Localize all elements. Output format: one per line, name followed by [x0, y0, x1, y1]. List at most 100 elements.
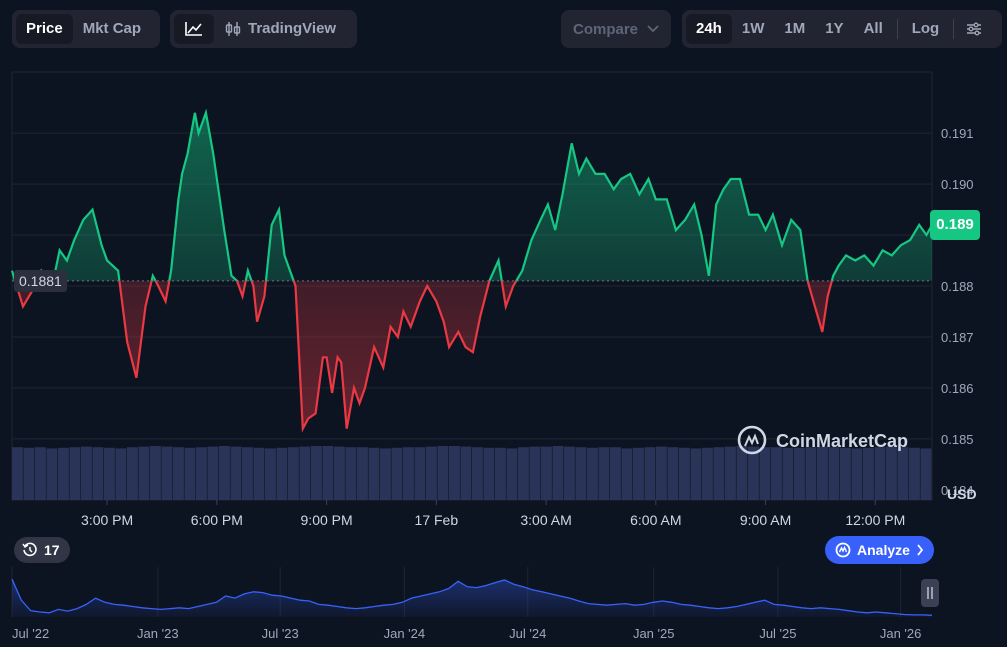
volume-bar [587, 447, 598, 500]
volume-bar [690, 448, 702, 500]
coinmarketcap-logo-icon [737, 425, 767, 455]
volume-bar [759, 447, 771, 500]
tradingview-label: TradingView [248, 20, 337, 37]
range-1m[interactable]: 1M [784, 20, 806, 37]
compare-dropdown[interactable]: Compare [561, 10, 671, 48]
x-tick-label: 3:00 PM [81, 512, 133, 528]
nav-area-fill [12, 579, 932, 617]
range-1y[interactable]: 1Y [825, 20, 844, 37]
volume-bar [414, 447, 426, 500]
volume-bar [564, 446, 575, 500]
y-tick-label: 0.191 [941, 126, 974, 141]
volume-bar [230, 446, 242, 500]
area-fill-up [12, 112, 932, 281]
compare-label: Compare [573, 20, 639, 38]
reference-price-badge: 0.1881 [14, 269, 67, 292]
volume-bar [575, 447, 587, 500]
range-24h[interactable]: 24h [686, 14, 732, 44]
y-tick-label: 0.185 [941, 432, 974, 447]
line-chart-icon [185, 22, 202, 36]
volume-bar [610, 447, 621, 500]
range-1w[interactable]: 1W [741, 20, 765, 37]
history-icon [22, 542, 37, 557]
volume-bar [771, 447, 782, 500]
volume-bar [334, 446, 345, 500]
price-area [10, 108, 933, 433]
volume-bar [58, 447, 69, 500]
price-chart[interactable]: 0.191 0.190 0.189 0.188 0.187 0.186 0.185 0.184… [0, 0, 1007, 530]
settings-button[interactable] [958, 14, 990, 44]
volume-bar [357, 447, 368, 500]
volume-bar [506, 448, 518, 500]
volume-bar [265, 448, 276, 500]
volume-bar [92, 447, 104, 500]
volume-bar [12, 447, 23, 500]
analyze-label: Analyze [857, 542, 910, 558]
divider [896, 19, 898, 39]
overview-navigator[interactable]: Jul '22 Jan '23 Jul '23 Jan '24 Jul '24 Jan '… [0, 567, 1007, 647]
range-all[interactable]: All [863, 20, 883, 37]
volume-bar [725, 446, 736, 500]
volume-bar [276, 447, 288, 500]
volume-bar [644, 447, 656, 500]
volume-bar [679, 447, 690, 500]
volume-bar [529, 446, 541, 500]
currency-label: USD [947, 486, 977, 502]
volume-bar [667, 447, 679, 500]
line-chart-button[interactable] [174, 14, 214, 44]
analyze-button[interactable]: Analyze [825, 536, 934, 564]
logo-wave [744, 433, 759, 447]
range-handle[interactable] [921, 579, 939, 607]
nav-x-tick-label: Jan '23 [137, 626, 179, 641]
volume-bar [207, 446, 219, 500]
volume-bar [805, 447, 817, 500]
watermark-text: CoinMarketCap [776, 431, 908, 451]
volume-bar [541, 446, 552, 500]
volume-bar [495, 447, 506, 500]
volume-bar [253, 447, 265, 500]
nav-x-tick-label: Jan '24 [384, 626, 426, 641]
volume-bar [138, 446, 150, 500]
volume-bar [702, 447, 713, 500]
navigator-area [11, 578, 933, 617]
volume-bar [552, 446, 564, 500]
y-tick-label: 0.190 [941, 177, 974, 192]
tradingview-button[interactable]: TradingView [214, 14, 346, 44]
volume-bar [403, 447, 414, 500]
volume-bar [104, 447, 115, 500]
price-line-down [13, 280, 833, 433]
volume-bar [81, 446, 92, 500]
volume-bar [782, 447, 794, 500]
y-tick-label: 0.187 [941, 330, 974, 345]
volume-bar [184, 447, 196, 500]
volume-bar [437, 446, 449, 500]
nav-x-tick-label: Jan '25 [633, 626, 675, 641]
divider [953, 19, 955, 39]
chevron-right-icon [917, 544, 924, 556]
volume-bar [449, 446, 460, 500]
volume-bar [311, 446, 322, 500]
x-tick-label: 6:00 PM [191, 512, 243, 528]
x-axis: 3:00 PM 6:00 PM 9:00 PM 17 Feb 3:00 AM 6:00 A… [81, 500, 905, 528]
volume-bar [46, 448, 58, 500]
volume-bar [345, 447, 357, 500]
tab-mkt-cap[interactable]: Mkt Cap [82, 20, 142, 37]
tab-price[interactable]: Price [16, 14, 73, 44]
navigator-x-axis: Jul '22 Jan '23 Jul '23 Jan '24 Jul '24 Jan '… [12, 626, 921, 641]
y-tick-label: 0.184 [941, 483, 974, 498]
range-selector: 24h 1W 1M 1Y All Log [682, 10, 1002, 48]
volume-bar [35, 447, 46, 500]
volume-bar [460, 446, 472, 500]
volume-bar [380, 448, 391, 500]
volume-bar [713, 447, 725, 500]
volume-bar [196, 447, 207, 500]
history-button[interactable]: 17 [14, 537, 70, 563]
x-tick-label: 9:00 AM [740, 512, 791, 528]
nav-x-tick-label: Jul '24 [509, 626, 546, 641]
volume-bar [886, 446, 897, 500]
current-price-badge: 0.189 [930, 209, 980, 240]
volume-bar [368, 447, 380, 500]
analyze-logo-icon [835, 542, 851, 558]
log-toggle[interactable]: Log [911, 20, 940, 37]
